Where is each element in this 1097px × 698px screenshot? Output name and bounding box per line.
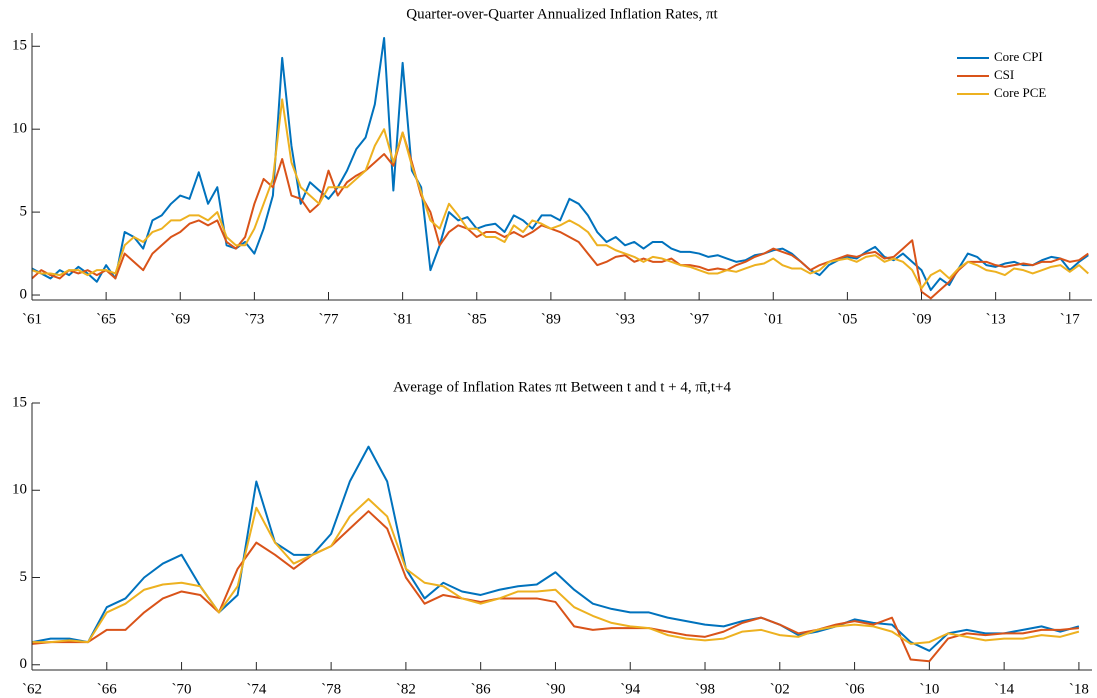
x-tick-label: `81 [393, 311, 413, 327]
legend-label: CSI [994, 67, 1014, 82]
legend: Core CPI CSI Core PCE [957, 49, 1046, 100]
x-tick-label: `78 [321, 681, 341, 697]
y-tick-label: 0 [20, 656, 28, 672]
x-tick-label: `10 [919, 681, 939, 697]
x-tick-label: `86 [471, 681, 491, 697]
x-tick-label: `65 [96, 311, 116, 327]
y-tick-label: 0 [20, 286, 28, 302]
y-tick-label: 5 [20, 204, 28, 220]
x-tick-label: `01 [763, 311, 783, 327]
x-tick-label: `90 [545, 681, 565, 697]
y-tick-label: 15 [12, 394, 27, 410]
series-line [32, 497, 1080, 645]
series-line [32, 510, 1080, 663]
x-tick-label: `02 [770, 681, 790, 697]
x-tick-label: `61 [22, 311, 42, 327]
subplot: Average of Inflation Rates πt Between t … [12, 379, 1092, 697]
plot-area [32, 445, 1080, 663]
x-tick-label: `73 [244, 311, 264, 327]
x-tick-label: `89 [541, 311, 561, 327]
y-tick-label: 5 [20, 569, 28, 585]
subplot: Quarter-over-Quarter Annualized Inflatio… [12, 6, 1092, 327]
y-tick-label: 15 [12, 38, 27, 54]
y-tick-label: 10 [12, 482, 27, 498]
x-tick-label: `85 [467, 311, 487, 327]
chart-title: Average of Inflation Rates πt Between t … [393, 379, 731, 395]
chart-title: Quarter-over-Quarter Annualized Inflatio… [406, 6, 718, 22]
x-tick-label: `82 [396, 681, 416, 697]
legend-label: Core CPI [994, 49, 1043, 64]
x-tick-label: `17 [1060, 311, 1080, 327]
x-tick-label: `74 [246, 681, 266, 697]
legend-label: Core PCE [994, 85, 1046, 100]
x-tick-label: `93 [615, 311, 635, 327]
plot-area [32, 36, 1089, 300]
x-tick-label: `70 [172, 681, 192, 697]
x-tick-label: `66 [97, 681, 117, 697]
y-tick-label: 10 [12, 121, 27, 137]
series-line [32, 98, 1089, 290]
x-tick-label: `94 [620, 681, 640, 697]
x-tick-label: `05 [837, 311, 857, 327]
x-tick-label: `62 [22, 681, 42, 697]
x-tick-label: `77 [319, 311, 339, 327]
series-line [32, 131, 1089, 300]
x-tick-label: `06 [845, 681, 865, 697]
series-line [32, 445, 1080, 652]
x-tick-label: `98 [695, 681, 715, 697]
x-tick-label: `97 [689, 311, 709, 327]
x-tick-label: `13 [986, 311, 1006, 327]
x-tick-label: `18 [1069, 681, 1089, 697]
x-tick-label: `14 [994, 681, 1014, 697]
x-tick-label: `09 [912, 311, 932, 327]
series-line [32, 36, 1089, 292]
x-tick-label: `69 [170, 311, 190, 327]
